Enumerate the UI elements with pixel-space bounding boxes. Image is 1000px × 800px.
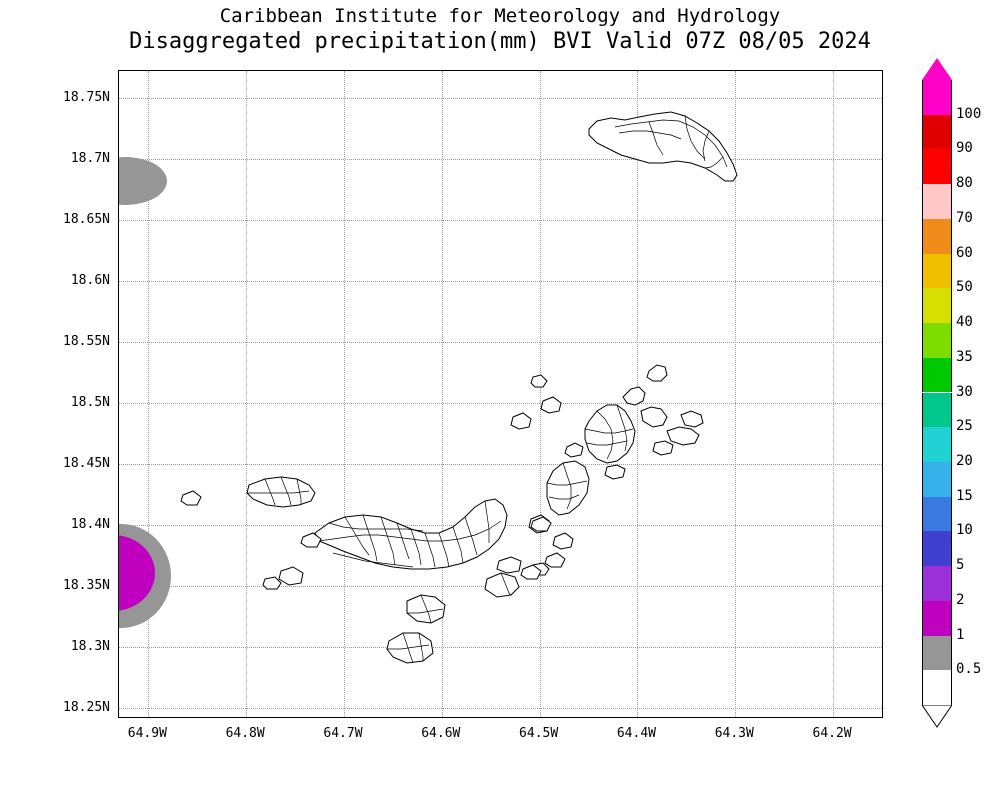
colorbar-under-arrow — [922, 705, 952, 727]
colorbar-band — [922, 184, 952, 219]
gridline-horizontal — [119, 158, 882, 160]
islands-central-east — [496, 374, 590, 576]
y-axis-tick-label: 18.6N — [70, 273, 110, 289]
gridline-vertical — [148, 71, 150, 717]
islands-south-group — [386, 516, 566, 664]
precip-blob-southwest — [119, 524, 171, 628]
gridline-horizontal — [119, 403, 882, 405]
colorbar-tick-label: 40 — [956, 314, 973, 331]
y-axis-tick-label: 18.7N — [70, 150, 110, 166]
gridline-horizontal — [119, 464, 882, 466]
map-plot-area — [118, 70, 883, 718]
colorbar-band — [922, 496, 952, 532]
x-axis-tick-label: 64.9W — [127, 726, 167, 741]
colorbar-tick-label: 2 — [956, 591, 965, 608]
gridline-vertical — [246, 71, 248, 717]
x-axis-tick-label: 64.4W — [616, 726, 656, 741]
gridline-vertical — [539, 71, 541, 717]
x-axis-tick-label: 64.2W — [812, 726, 852, 741]
colorbar-band — [922, 80, 952, 115]
colorbar-band — [922, 114, 952, 150]
x-axis-tick-label: 64.5W — [519, 726, 559, 741]
colorbar-tick-label: 0.5 — [956, 661, 982, 678]
colorbar-band — [922, 670, 952, 705]
x-axis-tick-label: 64.8W — [225, 726, 265, 741]
colorbar-band — [922, 566, 952, 601]
y-axis-tick-label: 18.75N — [63, 89, 110, 105]
colorbar-tick-label: 50 — [956, 279, 973, 296]
y-axis-tick-label: 18.4N — [70, 517, 110, 533]
gridline-horizontal — [119, 342, 882, 344]
colorbar-tick-label: 100 — [956, 105, 982, 122]
islands-west-group — [180, 476, 322, 590]
gridline-vertical — [441, 71, 443, 717]
colorbar-band — [922, 635, 952, 671]
y-axis-tick-label: 18.45N — [63, 456, 110, 472]
colorbar-band — [922, 323, 952, 358]
y-axis-tick-label: 18.3N — [70, 639, 110, 655]
title-line-1: Caribbean Institute for Meteorology and … — [219, 5, 781, 27]
gridline-horizontal — [119, 708, 882, 710]
chart-title: Caribbean Institute for Meteorology and … — [0, 4, 1000, 55]
colorbar-tick-label: 70 — [956, 209, 973, 226]
y-axis-tick-label: 18.35N — [63, 578, 110, 594]
gridline-horizontal — [119, 219, 882, 221]
colorbar-band — [922, 288, 952, 324]
precipitation-colorbar: 0.5 1 2 5 10 15 20 25 30 35 40 50 60 70 80 90 100 — [922, 58, 981, 728]
x-axis-tick-label: 64.7W — [323, 726, 363, 741]
colorbar-under-arrow-outline — [922, 705, 952, 728]
precip-blob-northwest — [119, 157, 167, 205]
colorbar-tick-label: 5 — [956, 557, 965, 574]
colorbar-band — [922, 461, 952, 497]
gridline-vertical — [343, 71, 345, 717]
gridline-horizontal — [119, 647, 882, 649]
island-virgin-gorda — [564, 364, 704, 480]
x-axis-tick-label: 64.6W — [421, 726, 461, 741]
y-axis-tick-label: 18.5N — [70, 395, 110, 411]
y-axis-tick-label: 18.65N — [63, 211, 110, 227]
colorbar-band — [922, 531, 952, 567]
colorbar-band — [922, 427, 952, 462]
colorbar-over-arrow — [922, 58, 952, 80]
colorbar-tick-label: 25 — [956, 418, 973, 435]
gridline-vertical — [833, 71, 835, 717]
x-axis-tick-label: 64.3W — [714, 726, 754, 741]
colorbar-band — [922, 253, 952, 289]
map-vector-layer — [119, 111, 738, 664]
y-axis-tick-label: 18.25N — [63, 700, 110, 716]
colorbar-tick-label: 35 — [956, 348, 973, 365]
colorbar-band — [922, 600, 952, 636]
colorbar-band — [922, 149, 952, 185]
island-tortola — [314, 498, 508, 570]
gridline-horizontal — [119, 281, 882, 283]
title-line-2: Disaggregated precipitation(mm) BVI Vali… — [129, 29, 871, 54]
colorbar-band — [922, 218, 952, 254]
island-anegada — [588, 111, 738, 182]
colorbar-tick-label: 90 — [956, 140, 973, 157]
gridline-vertical — [735, 71, 737, 717]
colorbar-tick-label: 15 — [956, 487, 973, 504]
y-axis-tick-label: 18.55N — [63, 334, 110, 350]
colorbar-band — [922, 392, 952, 428]
colorbar-tick-label: 1 — [956, 626, 965, 643]
gridline-horizontal — [119, 97, 882, 99]
colorbar-tick-label: 80 — [956, 175, 973, 192]
colorbar-tick-label: 60 — [956, 244, 973, 261]
colorbar-tick-label: 30 — [956, 383, 973, 400]
colorbar-band — [922, 357, 952, 393]
colorbar-tick-label: 20 — [956, 452, 973, 469]
colorbar-tick-label: 10 — [956, 522, 973, 539]
